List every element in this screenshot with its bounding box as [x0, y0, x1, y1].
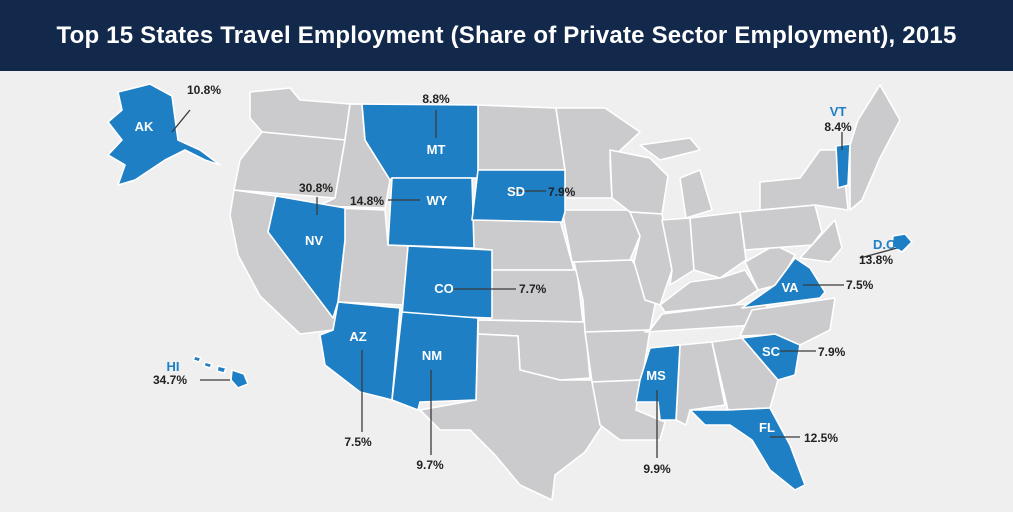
label-ak-code: AK	[135, 119, 154, 134]
state-in	[661, 217, 695, 286]
label-va-code: VA	[781, 280, 799, 295]
base-states	[229, 84, 901, 501]
state-or	[233, 131, 346, 199]
label-mt-value: 8.8%	[422, 92, 450, 106]
state-dc	[891, 233, 913, 253]
label-ak-value: 10.8%	[187, 83, 221, 97]
label-hi-code: HI	[167, 359, 180, 374]
state-oh	[689, 211, 747, 279]
label-hi-value: 34.7%	[153, 373, 187, 387]
title-banner: Top 15 States Travel Employment (Share o…	[0, 0, 1013, 71]
label-sd-code: SD	[507, 184, 525, 199]
label-ms-code: MS	[646, 368, 666, 383]
label-dc-value: 13.8%	[859, 253, 893, 267]
state-ar	[584, 329, 651, 383]
label-az-code: AZ	[349, 329, 366, 344]
label-mt-code: MT	[427, 142, 446, 157]
label-ms-value: 9.9%	[643, 462, 671, 476]
label-fl-value: 12.5%	[804, 431, 838, 445]
state-hi	[192, 355, 249, 389]
state-ia	[561, 209, 641, 263]
state-tx	[419, 333, 607, 501]
state-nm	[391, 311, 479, 411]
state-wy	[387, 177, 475, 249]
label-nv-code: NV	[305, 233, 323, 248]
label-vt-value: 8.4%	[824, 120, 852, 134]
label-dc-code: D.C.	[873, 237, 899, 252]
state-nd	[477, 104, 566, 171]
state-ms	[635, 344, 681, 421]
us-map-svg: AK 10.8% MT 8.8% VT 8.4% NV 30.8% WY 14.…	[107, 83, 913, 501]
state-ny	[759, 149, 849, 211]
label-nm-value: 9.7%	[416, 458, 444, 472]
us-map: AK 10.8% MT 8.8% VT 8.4% NV 30.8% WY 14.…	[0, 71, 1013, 507]
highlighted-states	[107, 83, 913, 491]
state-fl	[689, 407, 806, 491]
state-va	[741, 257, 826, 309]
state-vt	[835, 143, 851, 189]
map-title: Top 15 States Travel Employment (Share o…	[56, 21, 957, 49]
state-sc	[741, 333, 801, 381]
label-vt-code: VT	[830, 104, 847, 119]
state-labels: AK 10.8% MT 8.8% VT 8.4% NV 30.8% WY 14.…	[135, 83, 899, 476]
state-ga	[711, 337, 779, 411]
label-sc-code: SC	[762, 344, 781, 359]
label-co-value: 7.7%	[519, 282, 547, 296]
label-nv-value: 30.8%	[299, 181, 333, 195]
state-ky	[659, 269, 759, 313]
leader-ak	[171, 109, 191, 133]
state-co	[401, 245, 493, 319]
label-co-code: CO	[434, 281, 454, 296]
state-ks	[489, 269, 584, 323]
state-new-england	[849, 84, 901, 211]
label-sc-value: 7.9%	[818, 345, 846, 359]
leader-lines	[171, 109, 898, 458]
label-sd-value: 7.9%	[548, 185, 576, 199]
state-az	[319, 301, 401, 401]
state-nj-md-de	[799, 219, 843, 263]
label-nm-code: NM	[422, 348, 442, 363]
leader-dc	[859, 247, 898, 259]
label-az-value: 7.5%	[344, 435, 372, 449]
state-sd	[471, 169, 566, 223]
state-ak	[107, 83, 221, 186]
label-wy-value: 14.8%	[350, 194, 384, 208]
label-wy-code: WY	[427, 193, 448, 208]
label-va-value: 7.5%	[846, 278, 874, 292]
label-fl-code: FL	[759, 420, 775, 435]
state-mt	[349, 103, 479, 181]
state-pa	[739, 204, 823, 251]
state-mi	[639, 137, 713, 219]
